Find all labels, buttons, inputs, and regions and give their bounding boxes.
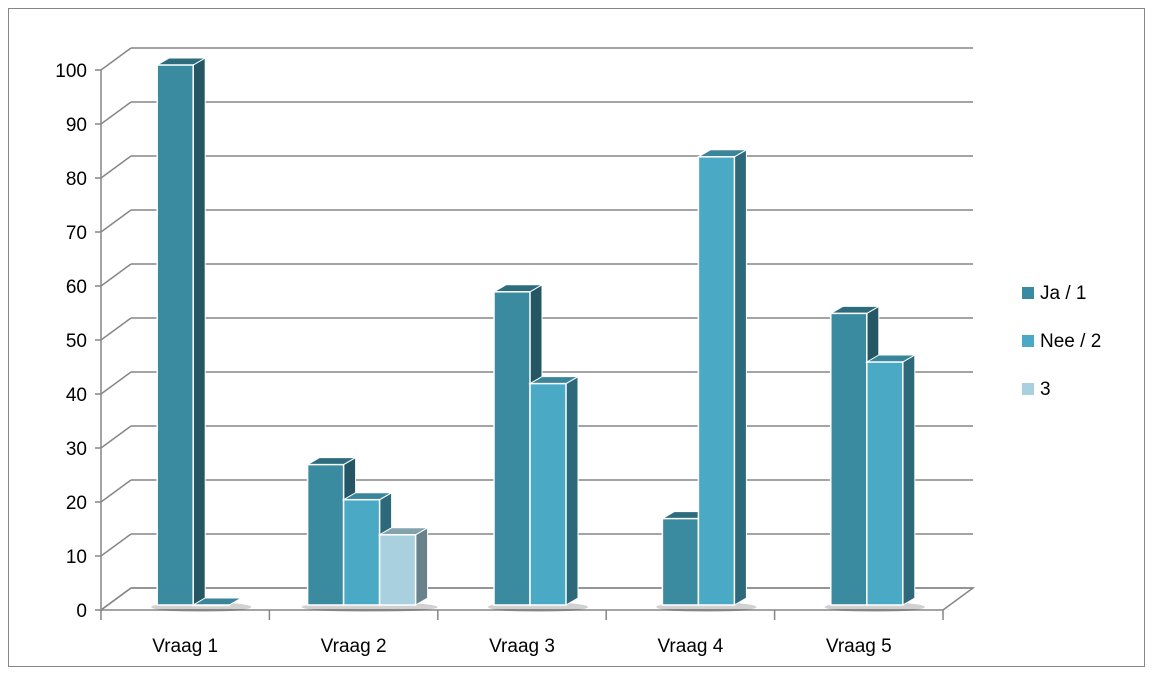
x-tick-label: Vraag 4 (657, 636, 723, 657)
bar-side (415, 526, 429, 606)
bar-front (306, 463, 345, 606)
gridline-side (100, 101, 132, 125)
y-tick-label: 50 (66, 331, 87, 352)
bar-front (156, 64, 194, 606)
y-tick-label: 40 (66, 385, 87, 406)
bar (377, 526, 430, 606)
legend-swatch (1022, 287, 1034, 299)
gridline-side (100, 479, 132, 503)
bar-front (378, 534, 417, 606)
gridline-side (100, 425, 132, 449)
bar-front (661, 517, 700, 606)
bar-front (192, 604, 230, 607)
gridline-side (100, 209, 132, 233)
legend-swatch (1022, 383, 1034, 395)
legend-item: Nee / 2 (1022, 331, 1101, 352)
bars (151, 57, 925, 612)
bar-front (529, 382, 567, 606)
x-tick-label: Vraag 5 (826, 636, 892, 657)
y-tick-label: 100 (55, 61, 87, 82)
bar-front (493, 291, 531, 606)
gridline-side (100, 533, 132, 557)
x-axis: Vraag 1 Vraag 2 Vraag 3 Vraag 4 Vraag 5 (100, 610, 944, 657)
gridline-side (100, 317, 132, 341)
y-tick-label: 10 (66, 547, 87, 568)
gridline-side (100, 587, 132, 611)
y-tick-label: 80 (66, 169, 87, 190)
bar (191, 597, 244, 607)
y-tick-label: 0 (76, 601, 87, 622)
x-tick-label: Vraag 1 (152, 636, 218, 657)
bar-front (342, 498, 381, 606)
bar-side (565, 375, 579, 606)
y-tick-label: 90 (66, 115, 87, 136)
bar-front (697, 156, 736, 606)
bar-side (192, 57, 206, 606)
bar (696, 148, 749, 606)
bar (528, 375, 580, 606)
y-tick-label: 70 (66, 223, 87, 244)
legend-label: Ja / 1 (1040, 283, 1086, 304)
bar (155, 57, 208, 606)
gridline-side (100, 371, 132, 395)
legend: Ja / 1 Nee / 2 3 (1022, 283, 1101, 400)
bar-side (733, 148, 747, 606)
x-tick-label: Vraag 2 (321, 636, 387, 657)
legend-label: 3 (1040, 379, 1051, 400)
legend-label: Nee / 2 (1040, 331, 1101, 352)
gridline-side (100, 263, 132, 287)
x-tick-label: Vraag 3 (489, 636, 555, 657)
y-tick-label: 20 (66, 493, 87, 514)
y-tick-label: 30 (66, 439, 87, 460)
gridline-side (100, 155, 132, 179)
gridline-side (100, 47, 132, 71)
y-axis-ticks: 0 10 20 30 40 50 60 70 80 90 100 (55, 61, 101, 622)
legend-item: 3 (1022, 379, 1051, 400)
y-tick-label: 60 (66, 277, 87, 298)
bar-side (902, 354, 916, 606)
bar-front (866, 361, 904, 606)
bar-front (830, 312, 868, 606)
legend-swatch (1022, 335, 1034, 347)
legend-item: Ja / 1 (1022, 283, 1086, 304)
bar (864, 354, 917, 606)
